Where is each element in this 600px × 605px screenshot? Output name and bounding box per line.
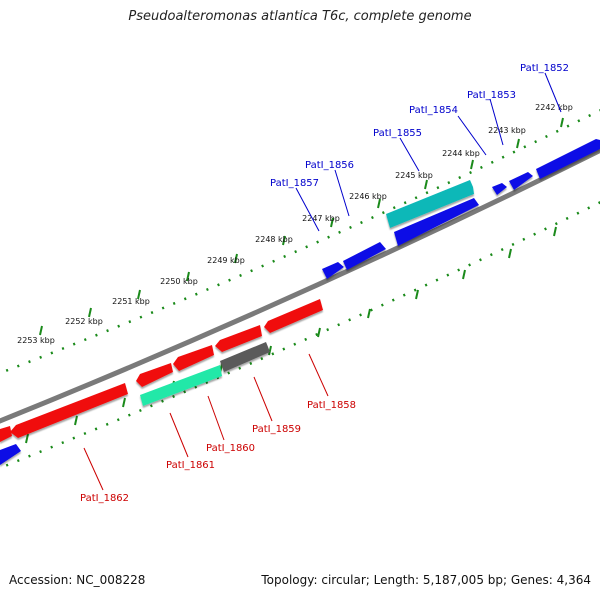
- gene-arrow-red[interactable]: [173, 345, 214, 371]
- kbp-label: 2243 kbp: [488, 126, 526, 135]
- forward-gene-labels: PatI_1852 PatI_1853 PatI_1854 PatI_1855 …: [270, 63, 569, 189]
- inner-track-ticks: [25, 226, 557, 444]
- kbp-tick: [137, 289, 141, 300]
- kbp-label: 2251 kbp: [112, 297, 150, 306]
- kbp-tick: [186, 271, 190, 282]
- gene-label-forward[interactable]: PatI_1854: [409, 105, 458, 116]
- gene-arrow-blue[interactable]: [509, 172, 533, 190]
- reverse-genes: [0, 299, 323, 442]
- gene-label-reverse[interactable]: PatI_1859: [252, 424, 301, 435]
- gene-label-forward[interactable]: PatI_1852: [520, 63, 569, 74]
- inner-tick-track: [0, 201, 600, 470]
- kbp-tick: [377, 198, 381, 209]
- kbp-label: 2247 kbp: [302, 214, 340, 223]
- kbp-label: 2244 kbp: [442, 149, 480, 158]
- gene-label-reverse[interactable]: PatI_1861: [166, 460, 215, 471]
- forward-leaders: [295, 72, 562, 232]
- gene-arrow-red[interactable]: [10, 383, 128, 438]
- gene-arrow-blue[interactable]: [322, 262, 344, 279]
- reverse-leaders: [83, 353, 329, 491]
- gene-label-forward[interactable]: PatI_1857: [270, 178, 319, 189]
- kbp-tick: [234, 253, 238, 264]
- gene-arrow-blue[interactable]: [492, 183, 507, 195]
- genome-backbone: [0, 147, 600, 424]
- reverse-gene-labels: PatI_1858 PatI_1859 PatI_1860 PatI_1861 …: [80, 400, 356, 504]
- inner-tick: [367, 308, 371, 319]
- inner-tick: [268, 345, 272, 356]
- kbp-label: 2242 kbp: [535, 103, 573, 112]
- outer-tick-track: [0, 109, 600, 375]
- kbp-label: 2252 kbp: [65, 317, 103, 326]
- inner-tick: [462, 269, 466, 280]
- gene-label-reverse[interactable]: PatI_1862: [80, 493, 129, 504]
- kbp-tick: [560, 117, 564, 128]
- gene-arrow-green[interactable]: [140, 365, 222, 406]
- kbp-tick: [424, 179, 428, 190]
- topology-text: Topology: circular; Length: 5,187,005 bp…: [261, 573, 591, 587]
- inner-tick: [25, 433, 29, 444]
- gene-label-reverse[interactable]: PatI_1858: [307, 400, 356, 411]
- gene-label-forward[interactable]: PatI_1853: [467, 90, 516, 101]
- gene-arrow-grey[interactable]: [220, 342, 270, 372]
- gene-arrow-blue[interactable]: [536, 139, 600, 179]
- kbp-label: 2248 kbp: [255, 235, 293, 244]
- inner-tick: [122, 397, 126, 408]
- gene-arrow-blue[interactable]: [0, 444, 21, 465]
- gene-label-forward[interactable]: PatI_1855: [373, 128, 422, 139]
- kbp-tick: [516, 138, 520, 149]
- inner-tick: [508, 248, 512, 259]
- kbp-label: 2249 kbp: [207, 256, 245, 265]
- kbp-label: 2250 kbp: [160, 277, 198, 286]
- kbp-label: 2253 kbp: [17, 336, 55, 345]
- forward-genes: [0, 139, 600, 465]
- kbp-label: 2245 kbp: [395, 171, 433, 180]
- gene-arrow-teal[interactable]: [386, 180, 474, 228]
- inner-tick: [317, 327, 321, 338]
- kbp-axis: 2242 kbp 2243 kbp 2244 kbp 2245 kbp 2246…: [17, 103, 573, 345]
- gene-arrow-red[interactable]: [215, 325, 262, 352]
- gene-arrow-blue[interactable]: [394, 198, 479, 246]
- inner-tick: [553, 226, 557, 237]
- gene-label-reverse[interactable]: PatI_1860: [206, 443, 255, 454]
- kbp-tick: [282, 235, 286, 246]
- kbp-tick: [88, 307, 92, 318]
- kbp-tick: [470, 159, 474, 170]
- gene-arrow-red[interactable]: [0, 426, 12, 442]
- kbp-tick: [330, 217, 334, 228]
- accession-text: Accession: NC_008228: [9, 573, 146, 587]
- kbp-label: 2246 kbp: [349, 192, 387, 201]
- gene-label-forward[interactable]: PatI_1856: [305, 160, 354, 171]
- inner-tick: [415, 289, 419, 300]
- genome-title: Pseudoalteromonas atlantica T6c, complet…: [128, 9, 472, 24]
- kbp-tick: [39, 325, 43, 336]
- gene-arrow-red[interactable]: [136, 363, 173, 387]
- inner-tick: [74, 415, 78, 426]
- gene-arrow-blue[interactable]: [343, 242, 386, 270]
- gene-arrow-red[interactable]: [264, 299, 323, 333]
